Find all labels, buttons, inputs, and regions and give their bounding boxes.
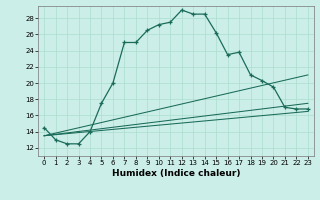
X-axis label: Humidex (Indice chaleur): Humidex (Indice chaleur) <box>112 169 240 178</box>
